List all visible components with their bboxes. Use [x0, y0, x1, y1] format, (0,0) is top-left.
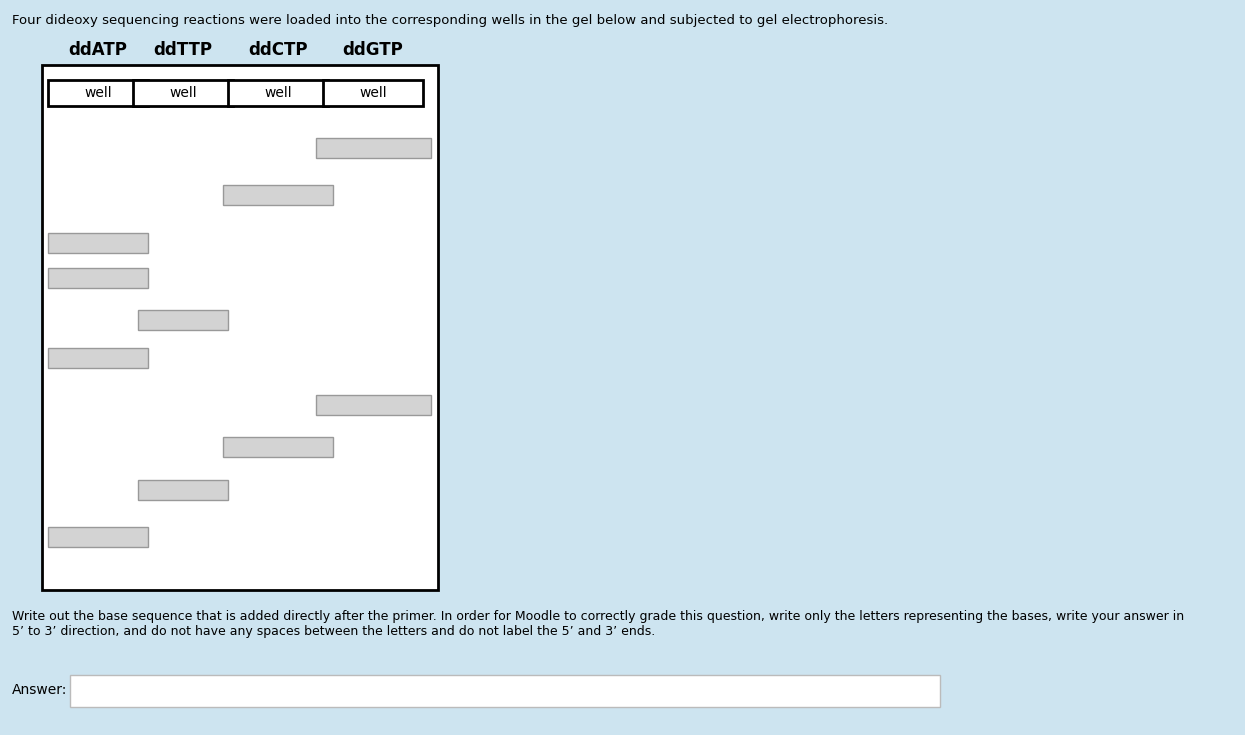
Bar — [322, 80, 423, 106]
Text: Write out the base sequence that is added directly after the primer. In order fo: Write out the base sequence that is adde… — [12, 610, 1184, 638]
Bar — [228, 80, 327, 106]
Bar — [223, 437, 332, 457]
Bar — [138, 310, 228, 330]
Text: ddATP: ddATP — [68, 41, 127, 59]
Bar — [138, 480, 228, 500]
Text: Answer:: Answer: — [12, 683, 67, 697]
Bar — [315, 138, 431, 158]
Text: ddCTP: ddCTP — [248, 41, 308, 59]
Bar — [315, 395, 431, 415]
Bar — [49, 348, 148, 368]
Text: ddGTP: ddGTP — [342, 41, 403, 59]
Bar — [49, 80, 148, 106]
Text: well: well — [85, 86, 112, 100]
Bar — [49, 268, 148, 288]
Bar — [223, 185, 332, 205]
Bar — [133, 80, 233, 106]
Bar — [49, 527, 148, 547]
Bar — [49, 233, 148, 253]
Text: well: well — [264, 86, 291, 100]
Bar — [70, 675, 940, 707]
Text: well: well — [169, 86, 197, 100]
Text: Four dideoxy sequencing reactions were loaded into the corresponding wells in th: Four dideoxy sequencing reactions were l… — [12, 14, 888, 27]
Text: ddTTP: ddTTP — [153, 41, 213, 59]
Bar — [42, 65, 438, 590]
Text: well: well — [360, 86, 387, 100]
